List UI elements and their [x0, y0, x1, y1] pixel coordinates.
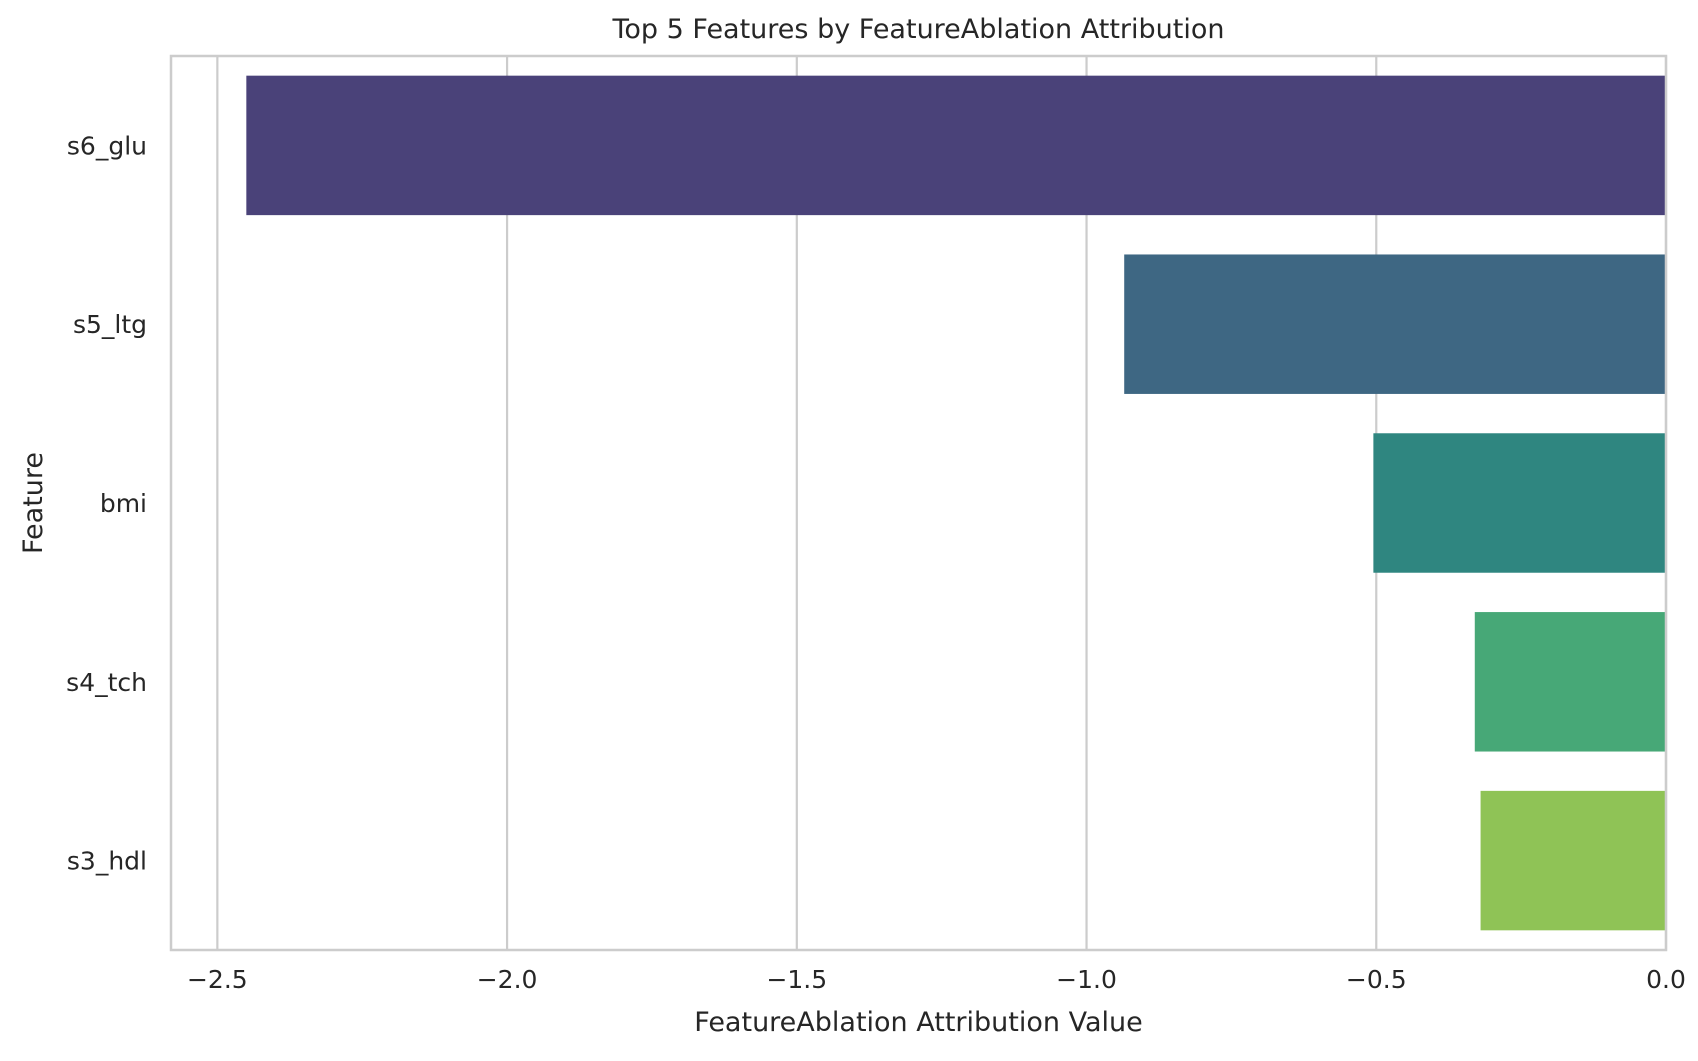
- bars: [246, 75, 1666, 931]
- y-axis-label: Feature: [18, 452, 49, 554]
- x-tick-label: −1.5: [766, 965, 827, 994]
- y-tick-label: s3_hdl: [67, 847, 147, 876]
- x-tick-label: −0.5: [1346, 965, 1407, 994]
- x-tick-labels: −2.5 −2.0 −1.5 −1.0 −0.5 0.0: [187, 965, 1686, 994]
- x-tick-label: −2.5: [187, 965, 248, 994]
- y-tick-label: s6_glu: [67, 131, 147, 160]
- plot-frame: [169, 54, 1668, 952]
- x-tick-label: 0.0: [1646, 965, 1686, 994]
- x-axis-label: FeatureAblation Attribution Value: [694, 1007, 1142, 1038]
- x-tick-label: −1.0: [1056, 965, 1117, 994]
- bar-s4_tch: [1474, 612, 1666, 752]
- y-tick-label: s5_ltg: [73, 310, 147, 339]
- bar-s6_glu: [246, 75, 1666, 216]
- y-tick-label: bmi: [100, 489, 147, 518]
- bar-s5_ltg: [1124, 254, 1666, 394]
- y-tick-label: s4_tch: [66, 668, 147, 697]
- chart-title: Top 5 Features by FeatureAblation Attrib…: [611, 14, 1224, 45]
- bar-s3_hdl: [1480, 790, 1666, 931]
- bar-bmi: [1373, 433, 1666, 573]
- x-tick-label: −2.0: [477, 965, 538, 994]
